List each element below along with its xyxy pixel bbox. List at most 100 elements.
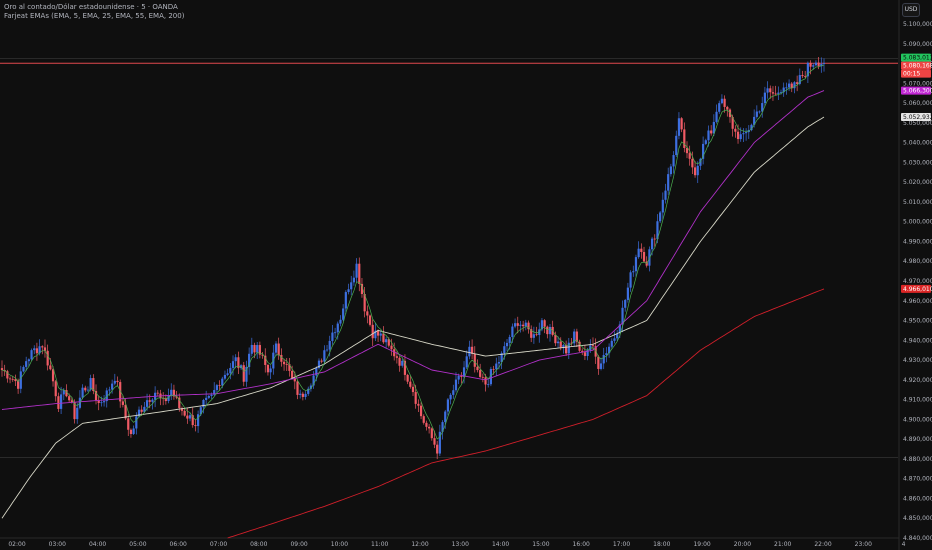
candle-body [750, 124, 753, 131]
candle-body [575, 331, 578, 342]
candle-body [785, 87, 788, 89]
candle-body [742, 133, 745, 135]
candle-body [769, 88, 772, 93]
candle-body [108, 389, 111, 391]
y-tick-label: 5.010,000 [903, 199, 932, 206]
candle-body [616, 333, 619, 339]
candle-body [6, 371, 9, 379]
candle-body [264, 355, 267, 365]
x-tick-label: 15:00 [532, 541, 549, 548]
candle-body [59, 394, 63, 409]
candle-body [299, 393, 302, 395]
candle-body [221, 378, 224, 386]
candle-body [258, 345, 261, 355]
candle-body [441, 422, 444, 432]
candle-body [352, 277, 356, 283]
candle-body [344, 292, 347, 309]
x-tick-label: 17:00 [613, 541, 630, 548]
candle-body [554, 334, 557, 344]
candle-body [817, 62, 820, 67]
candle-body [594, 346, 597, 357]
x-tick-label: 18:00 [653, 541, 670, 548]
candle-body [156, 392, 159, 394]
candle-body [172, 389, 176, 397]
candle-body [43, 347, 47, 351]
ema200-line [227, 288, 825, 539]
candle-body [288, 364, 291, 371]
candle-body [261, 354, 264, 356]
candle-body [527, 322, 530, 330]
candle-body [774, 93, 777, 95]
price-tag-label: 00:15 [903, 71, 920, 78]
candle-body [304, 393, 307, 397]
candle-body [718, 103, 721, 112]
candle-body [145, 400, 149, 407]
candle-body [317, 360, 321, 369]
candle-body [465, 356, 468, 368]
candle-body [503, 346, 506, 354]
candle-body [116, 380, 119, 383]
candle-body [183, 410, 186, 416]
candle-body [382, 333, 385, 343]
x-tick-label: 07:00 [210, 541, 227, 548]
candle-body [814, 62, 818, 66]
candle-body [793, 82, 796, 89]
candle-body [374, 330, 377, 339]
candle-body [248, 353, 251, 368]
candle-body [492, 368, 495, 370]
candle-body [782, 87, 785, 93]
candle-body [207, 395, 210, 398]
candle-body [312, 375, 315, 386]
candle-body [605, 353, 608, 355]
x-tick-label: 20:00 [734, 541, 751, 548]
candle-body [14, 379, 17, 382]
candle-body [715, 111, 718, 122]
candle-body [256, 345, 259, 353]
price-tag [901, 113, 931, 122]
candle-body [452, 390, 455, 395]
currency-selector[interactable]: USD [902, 3, 920, 17]
candle-body [191, 415, 194, 426]
y-tick-label: 5.000,000 [903, 219, 932, 226]
candle-body [81, 387, 84, 398]
candle-body [180, 408, 184, 411]
candle-body [8, 378, 12, 380]
candle-body [567, 342, 570, 354]
candle-body [535, 334, 538, 336]
candle-body [696, 165, 699, 176]
ema5-line [1, 64, 825, 440]
candle-body [137, 409, 141, 417]
candle-body [100, 402, 103, 404]
candle-body [46, 350, 49, 366]
candle-body [186, 415, 189, 419]
candle-body [19, 371, 22, 389]
candle-body [626, 287, 630, 300]
candle-body [293, 377, 296, 382]
candle-body [92, 378, 95, 392]
candle-body [688, 153, 691, 159]
candle-body [422, 416, 425, 423]
price-tag [901, 69, 931, 78]
candle-body [84, 387, 87, 391]
candle-body [712, 121, 715, 134]
y-tick-label: 5.100,000 [903, 21, 932, 28]
candle-body [726, 106, 729, 110]
candle-body [624, 299, 627, 308]
y-tick-label: 4.840,000 [903, 535, 932, 542]
x-tick-label: 22:00 [814, 541, 831, 548]
candle-body [637, 248, 640, 258]
candle-body [702, 143, 705, 159]
candle-body [135, 416, 138, 429]
price-tag [901, 86, 931, 95]
candle-body [178, 397, 181, 409]
candle-body [231, 361, 235, 368]
x-tick-label: 02:00 [8, 541, 25, 548]
candle-body [76, 407, 79, 420]
candle-body [102, 401, 106, 403]
price-tag [901, 61, 931, 70]
candle-body [806, 62, 809, 77]
y-tick-label: 4.950,000 [903, 318, 932, 325]
candle-body [366, 311, 369, 316]
